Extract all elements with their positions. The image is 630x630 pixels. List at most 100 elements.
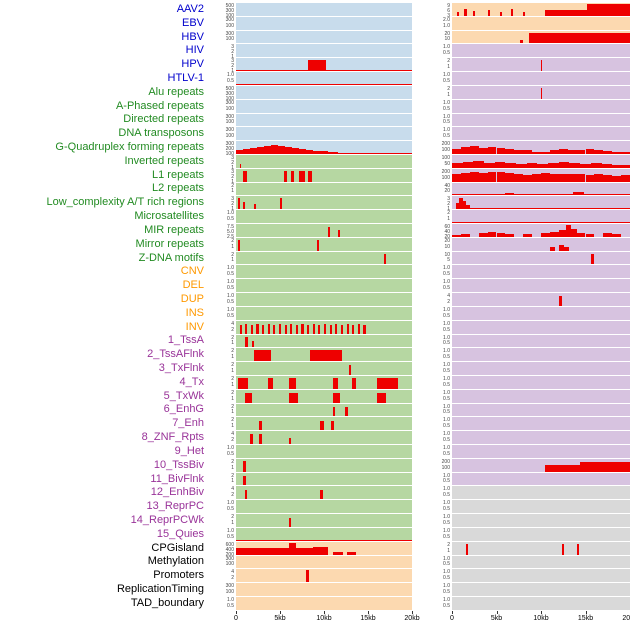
data-bar — [452, 173, 461, 182]
y-tick-label: 1 — [447, 547, 450, 554]
data-bar — [301, 324, 304, 334]
track-row: INS 1.0 0.5 1.0 0.5 — [0, 306, 630, 321]
data-bar — [295, 548, 314, 555]
data-bar — [576, 544, 579, 555]
data-bar — [523, 11, 525, 16]
x-tick-label: 10kb — [316, 615, 332, 622]
y-tick-label: 1.0 — [443, 375, 450, 382]
y-tick-label: 1 — [231, 367, 234, 374]
y-tick-label: 4 — [447, 293, 450, 300]
y-tick-label: 1 — [231, 68, 234, 75]
y-tick-label: 2 — [447, 58, 450, 65]
y-tick-label: 0.5 — [443, 77, 450, 84]
y-tick-label: 0.5 — [227, 533, 234, 540]
track-row: L2 repeats 2 1 40 20 — [0, 182, 630, 197]
right-track-panel — [452, 417, 630, 431]
y-tick-label: 4 — [231, 320, 234, 327]
x-tick-mark — [324, 611, 325, 614]
right-track-panel — [452, 44, 630, 58]
track-row: 4_Tx 2 1 1.0 0.5 — [0, 375, 630, 390]
right-track-panel — [452, 458, 630, 472]
left-track-panel — [236, 541, 412, 555]
data-bar — [571, 229, 577, 237]
right-track-panel — [452, 569, 630, 583]
track-row: L1 repeats 3 2 1 200 100 — [0, 168, 630, 184]
data-bar — [327, 226, 330, 237]
y-tick-label: 0.5 — [443, 561, 450, 568]
data-bar — [267, 378, 273, 389]
data-bar — [376, 392, 386, 403]
left-track-panel — [236, 431, 412, 444]
right-y-tick-labels: 1.0 0.5 — [412, 528, 452, 541]
y-tick-label: 1 — [231, 519, 234, 526]
y-tick-label: 10 — [444, 243, 450, 250]
data-bar — [505, 192, 515, 196]
track-row: 14_ReprPCWk 2 1 1.0 0.5 — [0, 514, 630, 528]
y-tick-label: 100 — [225, 105, 234, 112]
left-y-tick-labels: 500 300 100 — [210, 86, 236, 101]
left-track-panel — [236, 569, 412, 583]
data-bar — [567, 173, 577, 182]
y-tick-label: 0.5 — [443, 506, 450, 513]
left-track-panel — [236, 72, 412, 85]
y-tick-label: 0.5 — [443, 588, 450, 595]
data-bar — [280, 198, 283, 210]
data-bar — [312, 324, 315, 334]
data-bar — [244, 489, 248, 500]
y-tick-label: 5.0 — [227, 229, 234, 235]
data-bar — [253, 204, 256, 210]
x-tick-mark — [452, 611, 453, 614]
y-tick-label: 0.5 — [227, 77, 234, 84]
right-track-panel — [452, 30, 630, 44]
row-label: 10_TssBiv — [153, 458, 204, 471]
y-tick-label: 0.5 — [227, 271, 234, 278]
y-tick-label: 0.5 — [443, 409, 450, 416]
right-y-tick-labels: 1.0 0.5 — [412, 335, 452, 348]
data-bar — [514, 149, 524, 154]
right-y-tick-labels: 1.0 0.5 — [412, 321, 452, 334]
track-row: DUP 1.0 0.5 4 2 — [0, 293, 630, 307]
left-y-tick-labels: 1.0 0.5 — [210, 265, 236, 278]
y-tick-label: 2 — [231, 375, 234, 382]
row-label: TAD_boundary — [130, 596, 204, 609]
x-tick-mark — [368, 611, 369, 614]
data-bar — [290, 324, 293, 334]
data-bar — [318, 325, 321, 334]
y-tick-label: 2 — [231, 326, 234, 333]
right-track-panel — [452, 141, 630, 154]
data-bar — [612, 175, 622, 182]
y-tick-label: 4 — [231, 486, 234, 493]
left-track-panel — [236, 224, 412, 237]
y-tick-label: 1.0 — [443, 583, 450, 590]
x-tick-mark — [585, 611, 587, 614]
data-bar — [580, 163, 591, 168]
left-track-panel — [236, 583, 412, 596]
row-label: 8_ZNF_Rpts — [141, 431, 204, 444]
data-bar — [327, 152, 339, 154]
data-bar — [237, 198, 240, 210]
right-y-tick-labels: 1.0 0.5 — [412, 265, 452, 278]
y-tick-label: 1.0 — [443, 362, 450, 369]
data-bar — [541, 232, 550, 237]
left-track-panel — [236, 514, 412, 527]
y-tick-label: 2 — [231, 472, 234, 479]
y-tick-label: 1.0 — [443, 99, 450, 106]
y-tick-label: 2 — [231, 575, 234, 582]
data-bar — [239, 163, 242, 168]
data-bar — [285, 147, 293, 154]
right-track-panel — [452, 265, 630, 279]
data-bar — [243, 201, 246, 210]
y-tick-label: 1.0 — [443, 306, 450, 313]
data-bar — [541, 60, 543, 72]
data-bar — [496, 148, 506, 154]
left-track-panel — [236, 458, 412, 472]
row-label: Directed repeats — [123, 113, 204, 126]
right-y-tick-labels: 1.0 0.5 — [412, 473, 452, 486]
left-track-panel — [236, 279, 412, 293]
left-track-panel — [236, 348, 412, 362]
data-bar — [267, 324, 270, 334]
right-track-panel — [452, 320, 630, 334]
